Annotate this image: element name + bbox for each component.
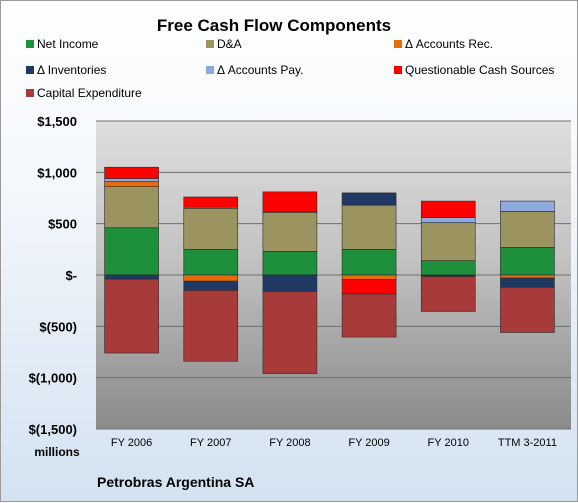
bar-segment-accounts-rec <box>341 274 397 280</box>
x-tick-label: TTM 3-2011 <box>498 437 557 449</box>
bar-segment-net-income <box>341 249 397 276</box>
bar-segment-inventories <box>183 280 239 291</box>
bar-segment-accounts-rec <box>500 274 555 279</box>
bar-segment-net-income <box>262 251 318 276</box>
bar-segment-capital-expenditure <box>104 278 159 354</box>
legend-label-questionable-cash-sources: Questionable Cash Sources <box>405 63 554 77</box>
bar-segment-d-a <box>262 212 318 252</box>
legend-label-inventories: Δ Inventories <box>37 63 106 77</box>
legend-swatch-accounts-rec <box>394 40 402 48</box>
y-tick-label: $(1,500) <box>29 422 77 437</box>
bar-segment-d-a <box>104 186 159 229</box>
bar-segment-net-income <box>104 227 159 276</box>
legend-label-net-income: Net Income <box>37 37 99 51</box>
bar-segment-accounts-rec <box>183 274 239 282</box>
legend: Net Income D&A Δ Accounts Rec. Δ Inventorie… <box>26 37 554 100</box>
legend-swatch-capital-expenditure <box>26 89 34 97</box>
company-name: Petrobras Argentina SA <box>97 474 254 490</box>
y-tick-label: $500 <box>48 217 77 232</box>
bar-segment-inventories <box>500 277 555 288</box>
bar-segment-d-a <box>500 211 555 248</box>
bar-segment-accounts-pay <box>420 217 476 223</box>
bar-segment-inventories <box>104 274 159 280</box>
gridlines <box>96 120 571 430</box>
bar-segment-d-a <box>341 204 397 250</box>
bar-segment-capital-expenditure <box>183 290 239 362</box>
bar-segment-d-a <box>420 222 476 261</box>
legend-label-accounts-rec: Δ Accounts Rec. <box>405 37 493 51</box>
bar-segment-capital-expenditure <box>500 287 555 333</box>
bar-segment-accounts-rec <box>104 181 159 188</box>
bar-segment-capital-expenditure <box>341 293 397 338</box>
bar-segment-net-income <box>420 260 476 276</box>
legend-swatch-net-income <box>26 40 34 48</box>
units-label: millions <box>34 445 80 459</box>
x-tick-label: FY 2010 <box>428 437 469 449</box>
bar-segment-net-income <box>500 246 555 276</box>
x-tick-label: FY 2008 <box>269 437 310 449</box>
bar-segment-accounts-pay <box>500 200 555 212</box>
bar-segment-inventories <box>262 274 318 292</box>
bar-segment-capital-expenditure <box>262 291 318 374</box>
bar-segment-capital-expenditure <box>420 276 476 312</box>
legend-label-accounts-pay: Δ Accounts Pay. <box>217 63 304 77</box>
legend-label-d-a: D&A <box>217 37 242 51</box>
bar-segment-inventories <box>341 192 397 206</box>
bar-segment-questionable-cash-sources <box>420 200 476 218</box>
bar-segment-net-income <box>183 249 239 276</box>
bar-segment-questionable-cash-sources <box>262 191 318 212</box>
legend-label-capital-expenditure: Capital Expenditure <box>37 86 142 100</box>
bar-segment-d-a <box>183 207 239 250</box>
bar-segment-questionable-cash-sources <box>341 279 397 295</box>
x-tick-label: FY 2007 <box>190 437 231 449</box>
legend-swatch-inventories <box>26 66 34 74</box>
x-tick-label: FY 2009 <box>348 437 389 449</box>
bars <box>104 166 555 374</box>
y-tick-label: $1,500 <box>37 114 77 129</box>
x-axis-ticks: FY 2006 FY 2007 FY 2008 FY 2009 FY 2010 TTM 3… <box>111 437 557 449</box>
y-tick-label: $(500) <box>39 319 77 334</box>
bar-segment-questionable-cash-sources <box>104 166 159 179</box>
legend-swatch-accounts-pay <box>206 66 214 74</box>
chart-title: Free Cash Flow Components <box>157 16 391 35</box>
y-tick-label: $(1,000) <box>29 371 77 386</box>
bar-segment-questionable-cash-sources <box>183 196 239 208</box>
bar-segment-accounts-pay <box>104 178 159 182</box>
x-tick-label: FY 2006 <box>111 437 152 449</box>
y-tick-label: $1,000 <box>37 165 77 180</box>
y-tick-label: $- <box>65 268 77 283</box>
legend-swatch-questionable-cash-sources <box>394 66 402 74</box>
legend-swatch-d-a <box>206 40 214 48</box>
y-axis-ticks: $1,500 $1,000 $500 $- $(500) $(1,000) $(1,500) <box>29 114 77 437</box>
